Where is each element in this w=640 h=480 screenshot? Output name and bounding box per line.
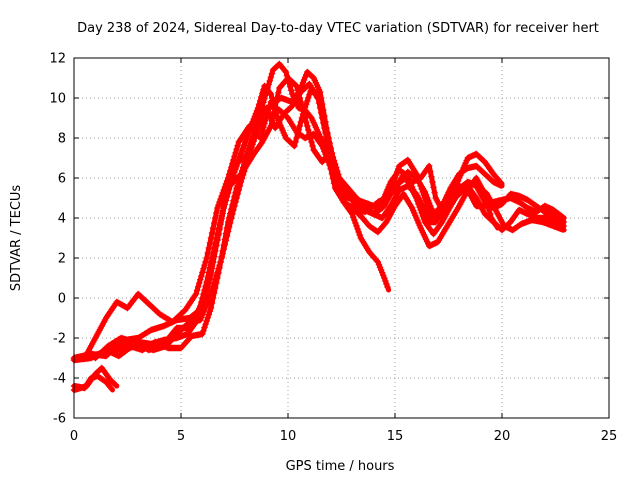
- y-tick-label: 6: [58, 172, 66, 187]
- series-track-10: [374, 150, 505, 214]
- y-tick-label: 4: [58, 212, 66, 227]
- y-tick-label: 2: [58, 252, 66, 267]
- x-axis-label: GPS time / hours: [286, 459, 395, 474]
- plot-border: [73, 57, 610, 419]
- y-tick-label: -2: [53, 332, 66, 347]
- series-plus-markers: [70, 102, 567, 362]
- x-tick-label: 5: [177, 429, 185, 444]
- data-layer: [70, 60, 567, 394]
- x-tick-label: 0: [70, 429, 78, 444]
- x-tick-label: 15: [387, 429, 404, 444]
- y-tick-label: -6: [53, 412, 66, 427]
- x-tick-label: 25: [601, 429, 618, 444]
- grid-lines: [74, 58, 609, 418]
- axis-ticks: 0 5 10 15 20 25 -6 -4 -2 0 2 4 6 8 10 12: [49, 52, 617, 445]
- series-track-7: [70, 102, 567, 362]
- series-plus-markers: [344, 182, 567, 234]
- y-tick-label: 0: [58, 292, 66, 307]
- series-plus-markers: [374, 150, 505, 214]
- y-tick-label: 12: [49, 52, 66, 67]
- x-tick-label: 20: [494, 429, 511, 444]
- y-tick-label: 8: [58, 132, 66, 147]
- y-tick-label: -4: [53, 372, 66, 387]
- x-tick-label: 10: [280, 429, 297, 444]
- chart-title: Day 238 of 2024, Sidereal Day-to-day VTE…: [77, 21, 599, 36]
- y-axis-label: SDTVAR / TECUs: [9, 185, 24, 292]
- y-tick-label: 10: [49, 92, 66, 107]
- series-track-9: [344, 182, 567, 234]
